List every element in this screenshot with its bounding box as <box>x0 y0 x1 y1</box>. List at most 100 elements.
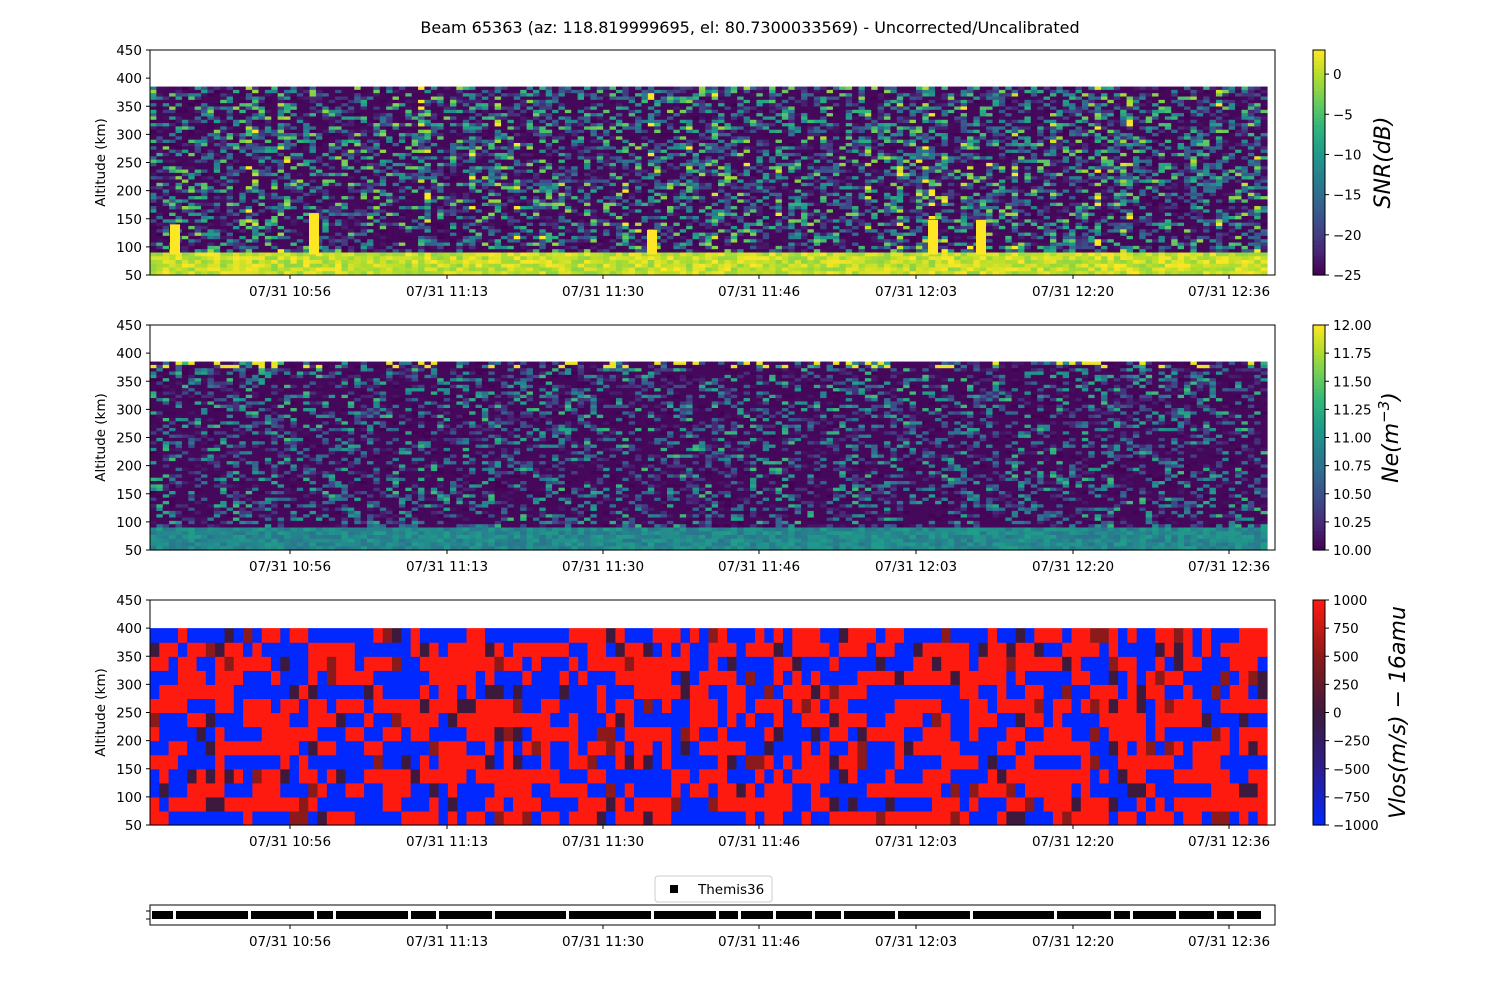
heatmap-cell <box>322 202 330 207</box>
heatmap-cell <box>207 86 215 91</box>
heatmap-cell <box>628 106 636 111</box>
heatmap-cell <box>271 199 279 204</box>
heatmap-cell <box>456 89 464 94</box>
heatmap-cell <box>258 242 266 247</box>
heatmap-cell <box>150 99 157 104</box>
heatmap-cell <box>552 96 560 101</box>
heatmap-cell <box>194 225 202 230</box>
heatmap-cell <box>341 182 349 187</box>
heatmap-cell <box>258 142 266 147</box>
heatmap-cell <box>277 123 285 127</box>
heatmap-cell <box>213 169 221 174</box>
heatmap-cell <box>622 129 630 134</box>
heatmap-cell <box>462 215 470 220</box>
heatmap-cell <box>271 93 279 98</box>
heatmap-cell <box>264 192 272 197</box>
heatmap-cell <box>354 119 362 124</box>
heatmap-cell <box>296 103 304 108</box>
heatmap-cell <box>596 162 604 167</box>
heatmap-cell <box>628 146 636 151</box>
heatmap-cell <box>150 186 157 191</box>
heatmap-cell <box>628 159 636 164</box>
heatmap-cell <box>271 99 279 104</box>
heatmap-cell <box>698 252 706 257</box>
heatmap-cell <box>341 176 349 181</box>
heatmap-cell <box>449 271 457 276</box>
heatmap-cell <box>347 196 355 200</box>
heatmap-cell <box>207 209 215 214</box>
heatmap-cell <box>303 196 311 200</box>
heatmap-cell <box>360 260 368 265</box>
heatmap-cell <box>481 219 489 224</box>
heatmap-cell <box>354 96 362 101</box>
heatmap-cell <box>360 271 368 276</box>
heatmap-cell <box>660 86 668 91</box>
heatmap-cell <box>392 229 400 234</box>
heatmap-cell <box>507 159 515 164</box>
heatmap-cell <box>635 202 643 207</box>
heatmap-cell <box>335 229 343 234</box>
heatmap-cell <box>188 156 196 161</box>
heatmap-cell <box>258 196 266 200</box>
heatmap-cell <box>162 212 170 217</box>
heatmap-cell <box>424 123 432 127</box>
heatmap-cell <box>150 229 157 234</box>
heatmap-cell <box>596 256 604 261</box>
heatmap-cell <box>590 271 598 276</box>
heatmap-cell <box>271 267 279 272</box>
heatmap-cell <box>239 206 247 210</box>
heatmap-cell <box>175 103 183 108</box>
heatmap-cell <box>367 149 374 154</box>
heatmap-cell <box>449 192 457 197</box>
heatmap-cell <box>641 215 649 220</box>
heatmap-cell <box>347 149 355 154</box>
heatmap-cell <box>418 206 426 210</box>
heatmap-cell <box>596 113 604 118</box>
heatmap-cell <box>290 156 298 161</box>
heatmap-cell <box>252 149 260 154</box>
heatmap-cell <box>443 182 451 187</box>
heatmap-cell <box>635 176 643 181</box>
heatmap-cell <box>354 113 362 118</box>
heatmap-cell <box>373 176 381 181</box>
heatmap-cell <box>335 103 343 108</box>
heatmap-cell <box>526 260 534 265</box>
heatmap-cell <box>303 136 311 141</box>
heatmap-cell <box>328 202 336 207</box>
heatmap-cell <box>207 169 215 174</box>
heatmap-cell <box>169 260 177 265</box>
heatmap-cell <box>271 209 279 214</box>
heatmap-cell <box>603 263 611 269</box>
heatmap-cell <box>194 186 202 191</box>
heatmap-cell <box>654 242 662 247</box>
heatmap-cell <box>232 271 240 276</box>
heatmap-cell <box>526 172 534 177</box>
heatmap-cell <box>239 166 247 171</box>
heatmap-cell <box>264 182 272 187</box>
heatmap-cell <box>392 252 400 257</box>
heatmap-cell <box>494 186 502 191</box>
heatmap-cell <box>481 86 489 91</box>
heatmap-cell <box>469 113 477 118</box>
heatmap-cell <box>220 222 228 227</box>
heatmap-cell <box>373 149 381 154</box>
heatmap-cell <box>264 215 272 220</box>
heatmap-cell <box>194 215 202 220</box>
heatmap-cell <box>577 129 585 134</box>
heatmap-cell <box>207 215 215 220</box>
heatmap-cell <box>150 215 157 220</box>
heatmap-cell <box>622 260 630 265</box>
heatmap-cell <box>303 123 311 127</box>
heatmap-cell <box>571 263 579 269</box>
heatmap-cell <box>654 162 662 167</box>
heatmap-cell <box>532 179 540 184</box>
heatmap-cell <box>207 206 215 210</box>
heatmap-cell <box>564 119 572 124</box>
heatmap-cell <box>290 146 298 151</box>
heatmap-cell <box>194 196 202 200</box>
heatmap-cell <box>628 182 636 187</box>
heatmap-cell <box>526 106 534 111</box>
heatmap-cell <box>373 99 381 104</box>
heatmap-cell <box>494 215 502 220</box>
heatmap-cell <box>622 235 630 240</box>
